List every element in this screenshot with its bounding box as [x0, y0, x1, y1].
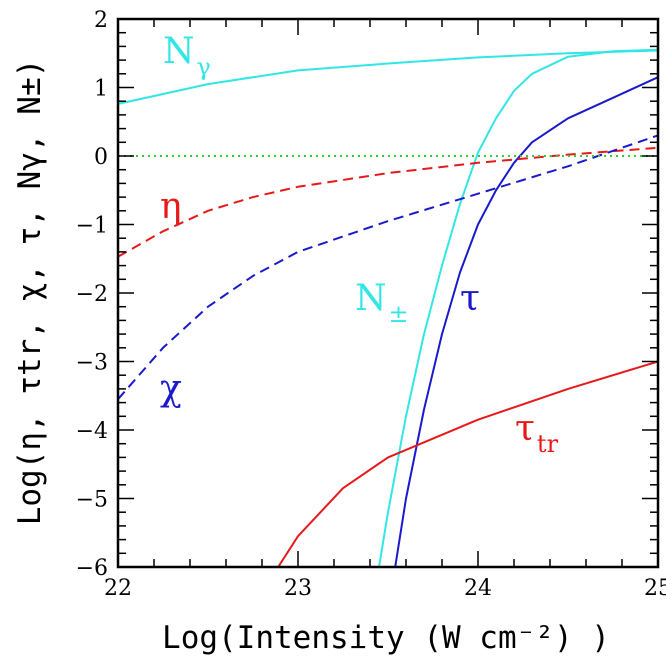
y-tick-label: 0	[94, 145, 108, 170]
curve-label: N±	[355, 278, 409, 328]
series-line-1	[378, 48, 659, 568]
y-axis-title: Log(η, τtr, χ, τ, Nγ, N±)	[12, 59, 48, 526]
series-line-3	[117, 146, 659, 258]
y-tick-label: −2	[76, 282, 108, 307]
curve-labels-layer: Nγ N± τ η χ τtr	[160, 31, 559, 458]
series-layer	[117, 48, 659, 568]
y-tick-label: 1	[94, 77, 108, 102]
x-tick-label: 24	[464, 576, 492, 601]
curve-label: τtr	[515, 408, 559, 458]
series-line-2	[394, 76, 659, 568]
y-tick-label: −3	[76, 351, 108, 376]
y-tick-label: −6	[76, 556, 108, 581]
y-tick-label: −1	[76, 214, 108, 239]
x-axis-title: Log(Intensity (W cm⁻²) )	[162, 620, 610, 656]
x-tick-label: 23	[284, 576, 312, 601]
y-tick-label: −4	[76, 419, 108, 444]
y-tick-label: −5	[76, 488, 108, 513]
series-line-4	[117, 134, 659, 400]
ticks-layer	[117, 18, 659, 568]
curve-label: χ	[160, 368, 182, 409]
x-tick-label: 22	[104, 576, 132, 601]
series-line-0	[117, 49, 659, 105]
plot-frame	[116, 17, 660, 569]
x-tick-label: 25	[644, 576, 666, 601]
series-line-5	[277, 360, 659, 568]
tick-labels-layer: 22 23 24 25 2 1 0 −1 −2 −3 −4 −5 −6	[76, 8, 666, 601]
y-tick-label: 2	[94, 8, 108, 33]
curve-label: τ	[460, 278, 480, 319]
curve-label: Nγ	[163, 31, 211, 81]
curve-label: η	[160, 186, 182, 227]
